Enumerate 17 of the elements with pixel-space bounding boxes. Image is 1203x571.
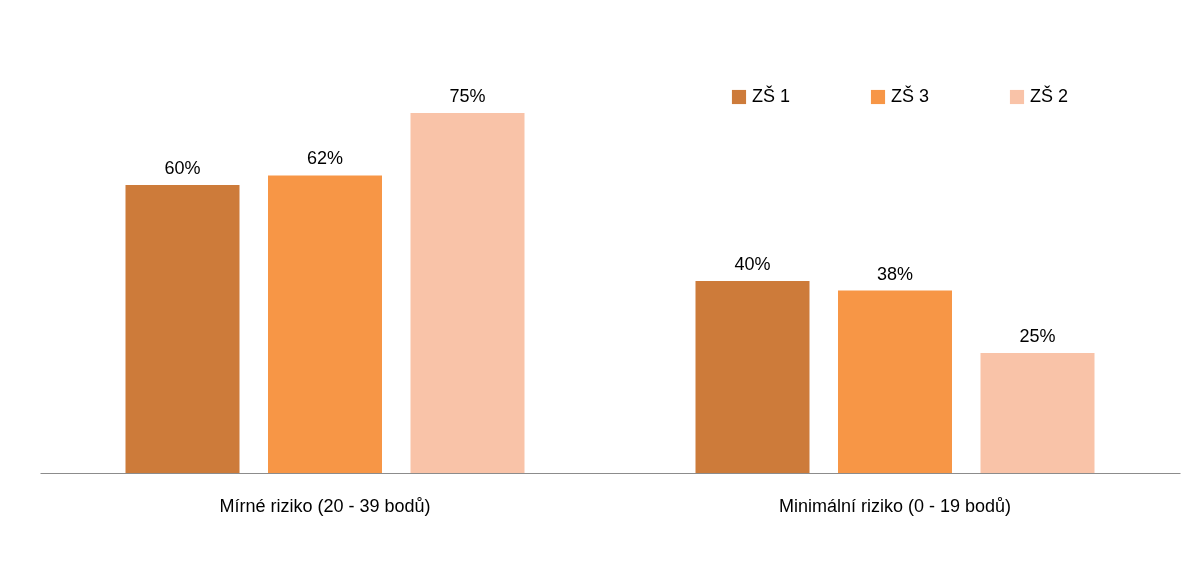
data-label: 25% xyxy=(1019,326,1056,346)
data-label: 38% xyxy=(876,263,914,284)
data-label: 40% xyxy=(734,254,771,274)
bar xyxy=(695,281,810,473)
x-tick-label: Minimální riziko (0 - 19 bodů) xyxy=(778,495,1012,516)
data-label: 75% xyxy=(449,86,486,106)
bar xyxy=(838,290,952,473)
bar xyxy=(980,353,1095,473)
bar xyxy=(268,175,382,473)
legend-label: ZŠ 3 xyxy=(891,85,930,106)
data-label: 60% xyxy=(164,158,201,178)
bar xyxy=(410,113,525,473)
data-label: 62% xyxy=(306,148,344,169)
legend-label: ZŠ 2 xyxy=(1030,85,1069,106)
x-tick-label: Mírné riziko (20 - 39 bodů) xyxy=(219,495,431,516)
bar xyxy=(125,185,240,473)
legend-label: ZŠ 1 xyxy=(752,85,791,106)
